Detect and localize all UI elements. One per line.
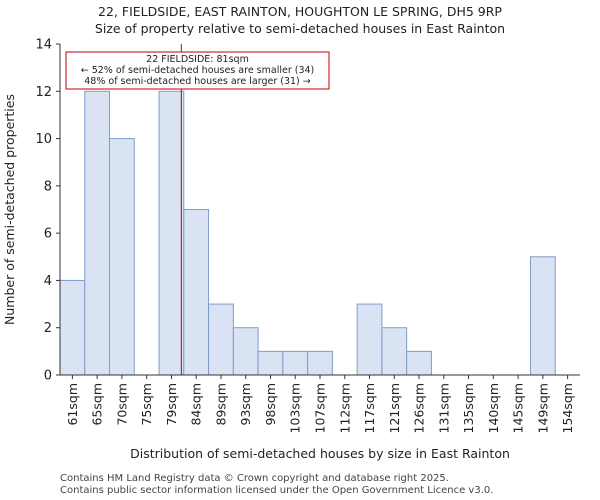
bar-65sqm bbox=[84, 90, 111, 376]
y-tick-label: 6 bbox=[44, 227, 52, 242]
annotation-line-3: 48% of semi-detached houses are larger (… bbox=[84, 76, 311, 87]
y-tick-label: 12 bbox=[35, 85, 52, 100]
x-tick-label: 84sqm bbox=[189, 383, 204, 426]
x-tick-label: 140sqm bbox=[486, 383, 501, 433]
footer-licence: Contains public sector information licen… bbox=[60, 485, 494, 496]
x-tick-label: 145sqm bbox=[511, 383, 526, 433]
x-tick-label: 70sqm bbox=[114, 383, 129, 426]
x-tick-label: 79sqm bbox=[164, 383, 179, 426]
x-tick-label: 149sqm bbox=[535, 383, 550, 433]
x-tick-label: 103sqm bbox=[288, 383, 303, 433]
y-tick-label: 10 bbox=[35, 132, 52, 147]
bar-117sqm bbox=[356, 303, 383, 376]
x-axis-label: Distribution of semi-detached houses by … bbox=[130, 446, 510, 461]
annotation-line-1: 22 FIELDSIDE: 81sqm bbox=[146, 54, 249, 65]
annotation-box: 22 FIELDSIDE: 81sqm ← 52% of semi-detach… bbox=[65, 51, 330, 90]
y-tick-label: 2 bbox=[44, 321, 52, 336]
bar-103sqm bbox=[282, 350, 309, 376]
bar-93sqm bbox=[232, 327, 259, 376]
bar-79sqm bbox=[158, 90, 185, 376]
y-tick-label: 8 bbox=[44, 179, 52, 194]
footer-copyright: Contains HM Land Registry data © Crown c… bbox=[60, 473, 449, 484]
bar-70sqm bbox=[109, 138, 135, 376]
bar-84sqm bbox=[183, 209, 210, 376]
bar-98sqm bbox=[257, 350, 284, 376]
x-tick-label: 112sqm bbox=[337, 383, 352, 433]
x-tick-label: 121sqm bbox=[387, 383, 402, 433]
y-tick-label: 4 bbox=[44, 274, 52, 289]
x-tick-label: 93sqm bbox=[238, 383, 253, 426]
x-tick-label: 65sqm bbox=[90, 383, 105, 426]
x-tick-label: 89sqm bbox=[213, 383, 228, 426]
chart-subtitle: Size of property relative to semi-detach… bbox=[94, 21, 506, 36]
bar-107sqm bbox=[307, 350, 333, 376]
bar-121sqm bbox=[381, 327, 408, 376]
y-tick-label: 0 bbox=[44, 369, 52, 384]
bar-61sqm bbox=[59, 279, 86, 376]
bar-89sqm bbox=[208, 303, 234, 376]
chart-title: 22, FIELDSIDE, EAST RAINTON, HOUGHTON LE… bbox=[98, 4, 502, 19]
x-tick-label: 117sqm bbox=[362, 383, 377, 433]
x-tick-label: 131sqm bbox=[436, 383, 451, 433]
annotation-line-2: ← 52% of semi-detached houses are smalle… bbox=[81, 65, 315, 76]
bar-149sqm bbox=[529, 256, 556, 376]
x-tick-label: 98sqm bbox=[263, 383, 278, 426]
y-tick-label: 14 bbox=[35, 38, 52, 53]
x-tick-label: 107sqm bbox=[313, 383, 328, 433]
x-tick-label: 154sqm bbox=[560, 383, 575, 433]
x-tick-label: 61sqm bbox=[65, 383, 80, 426]
x-tick-label: 135sqm bbox=[461, 383, 476, 433]
y-axis-label: Number of semi-detached properties bbox=[2, 94, 17, 325]
x-tick-label: 126sqm bbox=[412, 383, 427, 433]
x-tick-label: 75sqm bbox=[139, 383, 154, 426]
bar-126sqm bbox=[406, 350, 432, 376]
